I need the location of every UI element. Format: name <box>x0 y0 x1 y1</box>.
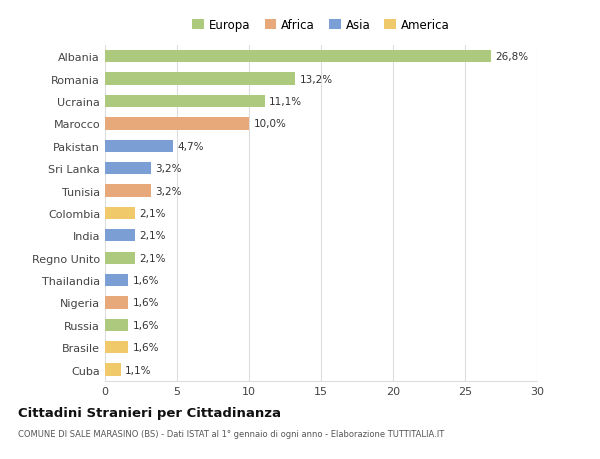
Text: 10,0%: 10,0% <box>253 119 286 129</box>
Bar <box>105 51 491 63</box>
Text: 1,1%: 1,1% <box>125 365 152 375</box>
Legend: Europa, Africa, Asia, America: Europa, Africa, Asia, America <box>188 14 454 37</box>
Text: COMUNE DI SALE MARASINO (BS) - Dati ISTAT al 1° gennaio di ogni anno - Elaborazi: COMUNE DI SALE MARASINO (BS) - Dati ISTA… <box>18 429 444 438</box>
Text: 2,1%: 2,1% <box>140 231 166 241</box>
Bar <box>105 118 249 130</box>
Bar <box>105 319 128 331</box>
Text: 1,6%: 1,6% <box>133 298 159 308</box>
Bar <box>105 341 128 353</box>
Bar <box>105 95 265 108</box>
Text: 2,1%: 2,1% <box>140 253 166 263</box>
Text: 3,2%: 3,2% <box>155 164 182 174</box>
Bar <box>105 297 128 309</box>
Bar <box>105 252 135 264</box>
Text: 13,2%: 13,2% <box>299 74 332 84</box>
Text: Cittadini Stranieri per Cittadinanza: Cittadini Stranieri per Cittadinanza <box>18 406 281 419</box>
Bar <box>105 73 295 85</box>
Text: 1,6%: 1,6% <box>133 275 159 285</box>
Text: 11,1%: 11,1% <box>269 97 302 107</box>
Bar <box>105 274 128 286</box>
Text: 26,8%: 26,8% <box>495 52 529 62</box>
Text: 4,7%: 4,7% <box>177 141 203 151</box>
Text: 3,2%: 3,2% <box>155 186 182 196</box>
Text: 1,6%: 1,6% <box>133 320 159 330</box>
Bar <box>105 185 151 197</box>
Bar <box>105 364 121 376</box>
Bar <box>105 140 173 152</box>
Bar <box>105 230 135 242</box>
Bar <box>105 207 135 219</box>
Text: 1,6%: 1,6% <box>133 342 159 353</box>
Bar <box>105 162 151 175</box>
Text: 2,1%: 2,1% <box>140 208 166 218</box>
